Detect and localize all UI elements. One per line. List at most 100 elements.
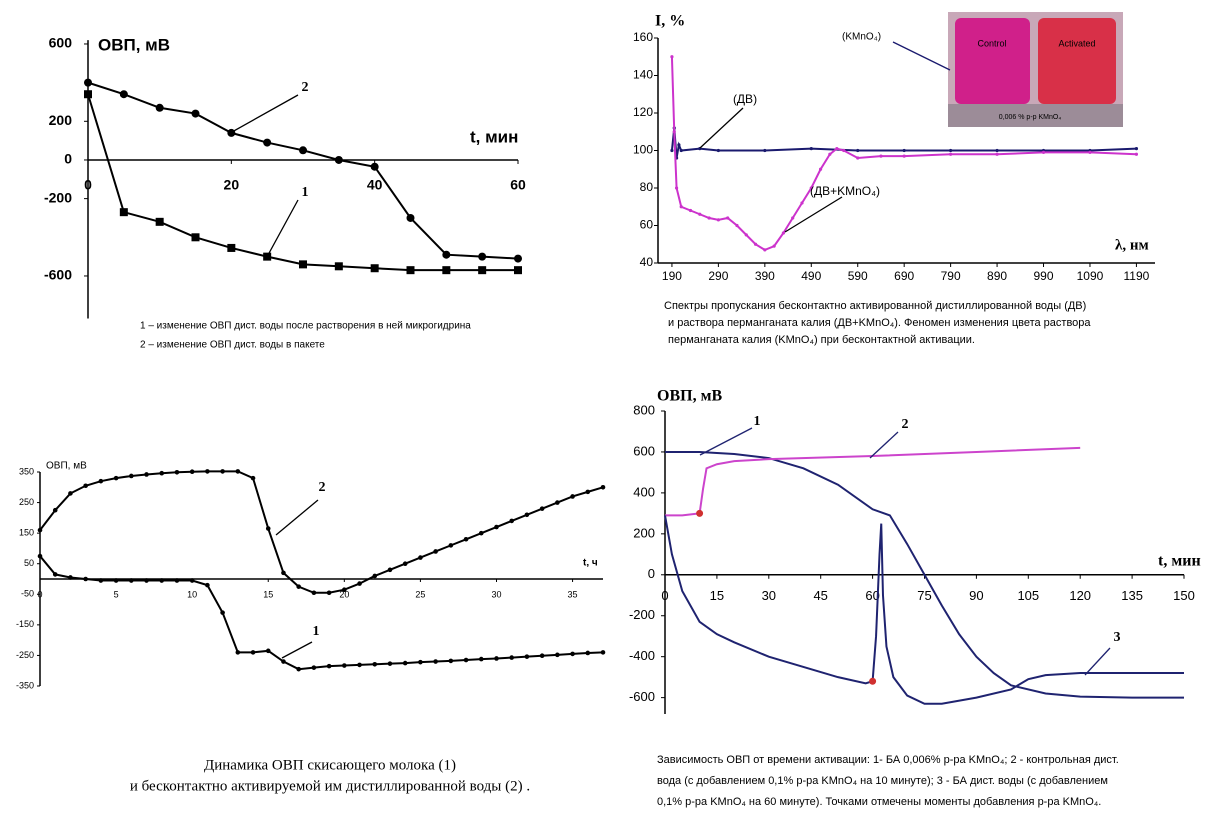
series-line xyxy=(665,446,1081,517)
x-tick-label: 35 xyxy=(568,589,578,599)
y-tick-label: -250 xyxy=(16,650,34,660)
bag-activated xyxy=(1038,18,1116,104)
marker xyxy=(342,587,347,592)
marker xyxy=(478,530,484,536)
marker xyxy=(83,576,88,582)
marker xyxy=(672,130,676,134)
marker xyxy=(326,663,332,669)
x-tick-label: 0 xyxy=(84,177,92,193)
x-tick-label: 0 xyxy=(661,588,668,603)
marker xyxy=(372,573,378,579)
x-tick-label: 790 xyxy=(941,269,961,283)
x-tick-label: 20 xyxy=(224,177,240,193)
y-tick-label: 40 xyxy=(640,255,654,269)
marker xyxy=(250,475,256,481)
marker xyxy=(159,470,165,476)
marker xyxy=(856,156,860,160)
marker xyxy=(372,661,378,667)
legend-entry: 1 – изменение ОВП дист. воды после раств… xyxy=(140,321,471,332)
series-label: 2 xyxy=(319,480,326,495)
marker xyxy=(1134,147,1139,151)
y-tick-label: 120 xyxy=(633,105,653,119)
x-tick-label: 90 xyxy=(969,588,983,603)
y-tick-label: 100 xyxy=(633,143,653,157)
marker xyxy=(478,266,487,275)
marker xyxy=(227,243,236,252)
x-tick-label: 75 xyxy=(917,588,931,603)
marker xyxy=(250,650,256,655)
y-tick-label: 350 xyxy=(19,466,34,476)
marker xyxy=(809,186,813,190)
y-tick-label: -200 xyxy=(629,607,655,622)
marker xyxy=(772,244,776,248)
marker xyxy=(128,578,134,583)
marker xyxy=(835,147,839,151)
chart: 350 250 150 50 -50 -150 -250 -350 0 5 10 15 20 25 30 35… xyxy=(16,461,606,794)
caption: Динамика ОВП скисающего молока (1) xyxy=(204,757,456,773)
x-label: t, мин xyxy=(470,127,518,146)
leader-line xyxy=(281,641,313,659)
marker xyxy=(478,656,484,662)
marker xyxy=(539,653,545,659)
x-tick-label: 150 xyxy=(1173,588,1195,603)
caption: и раствора перманганата калия (ДВ+KMnO₄)… xyxy=(668,317,1091,329)
marker xyxy=(902,148,906,153)
x-label: t, ч xyxy=(583,558,598,569)
y-tick-label: 150 xyxy=(19,528,34,538)
marker xyxy=(828,152,832,156)
marker xyxy=(189,578,195,583)
chart: 600 200 0 -200 -600 0 20 40 60 ОВП, мВ t, мин 1 2 1 –… xyxy=(44,35,526,351)
x-tick-label: 10 xyxy=(187,589,197,599)
marker xyxy=(463,536,469,542)
marker xyxy=(128,473,134,479)
series-line xyxy=(39,555,604,671)
x-tick-label: 890 xyxy=(987,269,1007,283)
photo-base xyxy=(948,104,1123,127)
leader-line xyxy=(869,431,899,459)
marker xyxy=(68,491,73,496)
x-tick-label: 490 xyxy=(801,269,821,283)
marker xyxy=(448,543,454,548)
marker xyxy=(37,553,43,559)
marker xyxy=(311,590,317,596)
marker xyxy=(357,581,362,586)
x-label: λ, нм xyxy=(1115,237,1149,253)
y-tick-label: 160 xyxy=(633,30,653,44)
x-tick-label: 60 xyxy=(510,177,526,193)
caption: Спектры пропускания бесконтактно активир… xyxy=(664,300,1086,312)
x-tick-label: 15 xyxy=(710,588,724,603)
series-line xyxy=(670,127,1137,159)
y-label: I, % xyxy=(655,13,685,30)
series-line xyxy=(670,56,1137,251)
marker xyxy=(159,578,165,583)
marker xyxy=(296,584,301,589)
marker xyxy=(370,162,379,171)
y-tick-label: 250 xyxy=(19,497,34,507)
marker xyxy=(555,500,560,505)
y-tick-label: 0 xyxy=(648,566,655,581)
marker xyxy=(726,216,730,220)
marker xyxy=(442,250,451,259)
marker xyxy=(235,469,241,474)
marker xyxy=(311,665,317,670)
series-label: 1 xyxy=(754,414,761,429)
marker xyxy=(174,578,180,583)
marker xyxy=(155,103,164,112)
marker xyxy=(879,154,883,158)
series-label: 3 xyxy=(1114,630,1121,645)
y-tick-label: -150 xyxy=(16,619,34,629)
marker xyxy=(235,650,241,655)
x-tick-label: 1190 xyxy=(1124,269,1150,283)
series-label: (ДВ) xyxy=(733,92,757,106)
marker xyxy=(539,506,545,511)
marker xyxy=(342,663,347,668)
marker xyxy=(52,507,58,513)
marker xyxy=(674,186,679,190)
y-label: ОВП, мВ xyxy=(46,461,87,472)
marker xyxy=(524,512,530,518)
marker xyxy=(735,223,739,228)
x-tick-label: 0 xyxy=(37,589,42,599)
